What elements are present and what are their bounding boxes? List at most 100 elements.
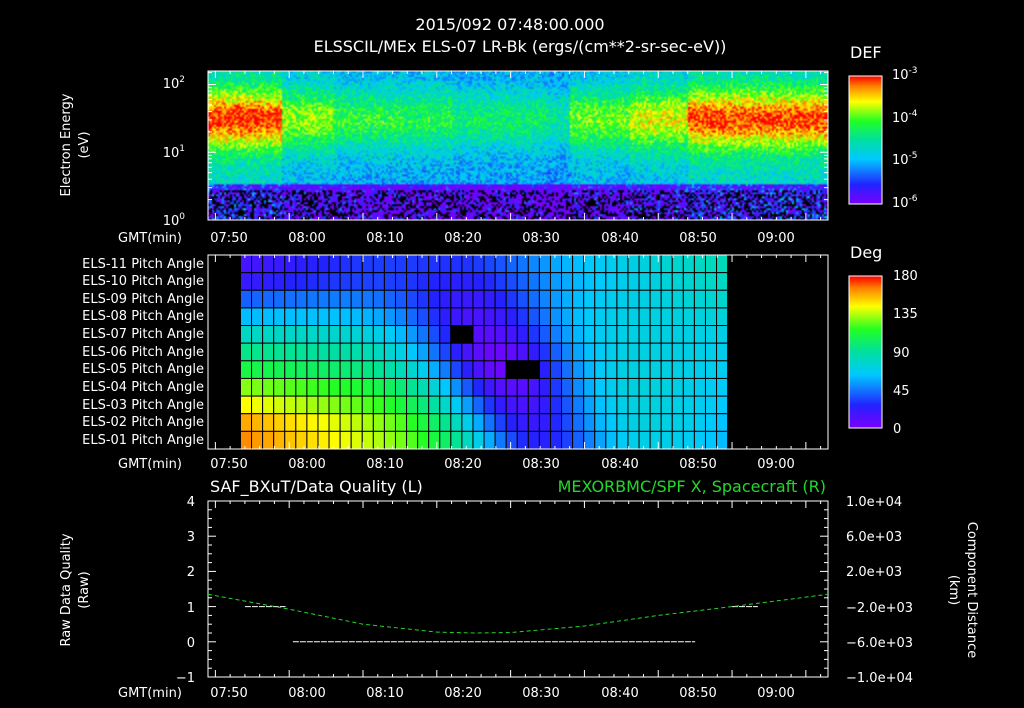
pitch-cell xyxy=(417,254,430,274)
def-colorbar-label: 10-3 xyxy=(892,66,918,83)
pitch-cell xyxy=(262,360,275,379)
pitch-cell xyxy=(538,325,551,344)
pitch-cell xyxy=(516,272,529,291)
pitch-cell xyxy=(406,307,419,327)
header-timestamp: 2015/092 07:48:00.000 xyxy=(415,15,604,34)
pitch-cell xyxy=(682,430,695,450)
pitch-cell xyxy=(516,325,529,344)
pitch-cell xyxy=(627,272,640,291)
energy-axis-unit: (eV) xyxy=(77,131,92,158)
pitch-cell xyxy=(605,289,618,309)
pitch-cell xyxy=(561,272,574,291)
pitch-cell xyxy=(372,360,385,379)
pitch-cell xyxy=(417,307,430,327)
pitch-cell xyxy=(461,325,474,344)
line-panel: SAF_BXuT/Data Quality (L) MEXORBMC/SPF X… xyxy=(59,477,979,701)
pitch-cell xyxy=(716,272,729,291)
pitch-cell xyxy=(328,377,341,397)
pitch-cell xyxy=(239,307,253,327)
pitch-cell xyxy=(262,254,275,274)
pitch-cell xyxy=(494,360,507,379)
pitch-cell xyxy=(372,325,385,344)
pitch-cell xyxy=(494,325,507,344)
pitch-cell xyxy=(417,430,430,450)
pitch-cell xyxy=(306,342,319,362)
pitch-cell xyxy=(472,395,485,415)
pitch-cell xyxy=(483,307,496,327)
pitch-cell xyxy=(638,254,651,274)
pitch-cell xyxy=(583,342,596,362)
time-tick: 08:40 xyxy=(601,457,638,472)
pitch-cell xyxy=(594,342,607,362)
pitch-cell xyxy=(693,325,706,344)
pitch-cell xyxy=(406,254,419,274)
pitch-cell xyxy=(450,395,463,415)
pitch-cell xyxy=(682,342,695,362)
pitch-row-label: ELS-09 Pitch Angle xyxy=(82,292,204,307)
left-ytick: 2 xyxy=(187,565,195,580)
pitch-cell xyxy=(649,377,662,397)
pitch-cell xyxy=(671,342,684,362)
pitch-cell xyxy=(350,342,363,362)
pitch-cell xyxy=(538,289,551,309)
pitch-cell xyxy=(660,430,673,450)
pitch-cell xyxy=(561,377,574,397)
pitch-cell xyxy=(483,430,496,450)
pitch-cell xyxy=(383,325,396,344)
pitch-cell xyxy=(627,360,640,379)
pitch-cell xyxy=(339,395,352,415)
pitch-cell xyxy=(505,342,518,362)
pitch-row-label: ELS-01 Pitch Angle xyxy=(82,433,204,448)
pitch-cell xyxy=(450,413,463,432)
pitch-cell xyxy=(295,377,308,397)
spacecraft-x-line xyxy=(207,593,829,634)
pitch-cell xyxy=(660,289,673,309)
pitch-cell xyxy=(549,413,563,432)
time-tick: 08:50 xyxy=(679,686,716,701)
pitch-cell xyxy=(483,272,496,291)
spectrogram-panel: 102 101 100 Electron Energy (eV) GMT(min… xyxy=(59,43,918,246)
pitch-cell xyxy=(549,254,563,274)
pitch-cell xyxy=(594,430,607,450)
pitch-cell xyxy=(594,307,607,327)
pitch-cell xyxy=(428,413,441,432)
time-tick: 09:00 xyxy=(757,231,794,246)
spectrogram-frame xyxy=(207,70,829,221)
pitch-cell xyxy=(561,360,574,379)
pitch-cell xyxy=(439,413,452,432)
pitch-cell xyxy=(295,254,308,274)
pitch-cell xyxy=(439,325,452,344)
pitch-cell xyxy=(439,377,452,397)
pitch-cell xyxy=(693,377,706,397)
pitch-cell xyxy=(572,430,585,450)
pitch-row-label: ELS-04 Pitch Angle xyxy=(82,380,204,395)
pitch-cell xyxy=(361,360,374,379)
pitch-cell xyxy=(505,413,518,432)
right-ytick: 1.0e+04 xyxy=(846,495,902,510)
time-tick: 08:30 xyxy=(522,231,559,246)
pitch-cell xyxy=(572,360,585,379)
pitch-cell xyxy=(450,377,463,397)
line-frame xyxy=(207,500,829,678)
right-ytick: −2.0e+03 xyxy=(846,601,913,616)
pitch-cell xyxy=(417,395,430,415)
pitch-cell xyxy=(383,430,396,450)
left-ytick: −1 xyxy=(176,671,195,686)
right-axis-unit: (km) xyxy=(946,575,961,605)
pitch-cell xyxy=(273,325,286,344)
pitch-cell xyxy=(704,325,718,344)
pitch-cell xyxy=(350,413,363,432)
time-tick: 08:10 xyxy=(366,686,403,701)
pitch-cell xyxy=(306,272,319,291)
pitch-cell xyxy=(716,395,729,415)
left-yticks: 4 3 2 1 0 −1 xyxy=(176,495,195,686)
pitch-cell xyxy=(516,413,529,432)
pitch-cell xyxy=(306,395,319,415)
pitch-cell xyxy=(716,254,729,274)
pitch-cell xyxy=(273,430,286,450)
pitch-cell xyxy=(317,377,330,397)
pitch-cell xyxy=(383,360,396,379)
pitch-cell xyxy=(494,272,507,291)
pitch-cell xyxy=(284,289,297,309)
pitch-cell xyxy=(472,254,485,274)
